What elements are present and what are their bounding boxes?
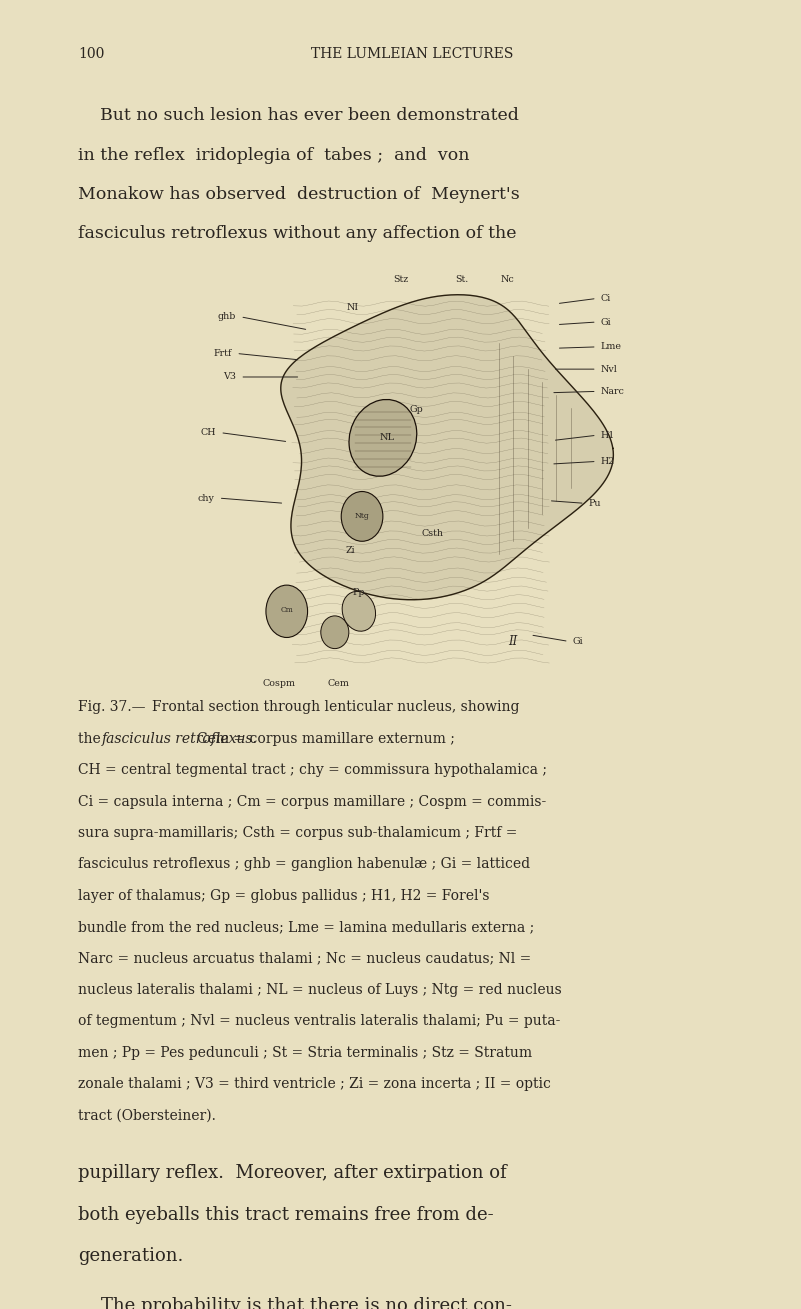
Text: H2: H2 [601, 457, 615, 466]
Text: THE LUMLEIAN LECTURES: THE LUMLEIAN LECTURES [311, 47, 513, 62]
Ellipse shape [266, 585, 308, 637]
Text: fasciculus retroflexus.: fasciculus retroflexus. [102, 732, 258, 746]
Ellipse shape [349, 399, 417, 476]
Text: CH: CH [201, 428, 216, 437]
Text: Zi: Zi [346, 546, 356, 555]
Text: layer of thalamus; Gp = globus pallidus ; H1, H2 = Forel's: layer of thalamus; Gp = globus pallidus … [78, 889, 489, 903]
Text: nucleus lateralis thalami ; NL = nucleus of Luys ; Ntg = red nucleus: nucleus lateralis thalami ; NL = nucleus… [78, 983, 562, 997]
Text: Lme: Lme [601, 343, 622, 351]
Text: pupillary reflex.  Moreover, after extirpation of: pupillary reflex. Moreover, after extirp… [78, 1164, 506, 1182]
Text: in the reflex  iridoplegia of  tabes ;  and  von: in the reflex iridoplegia of tabes ; and… [78, 147, 469, 164]
Text: Gi: Gi [601, 318, 611, 326]
Text: Cem = corpus mamillare externum ;: Cem = corpus mamillare externum ; [196, 732, 454, 746]
Text: chy: chy [198, 493, 215, 503]
Text: Pu: Pu [589, 499, 602, 508]
Text: the: the [78, 732, 105, 746]
Ellipse shape [320, 617, 348, 649]
Text: generation.: generation. [78, 1247, 183, 1266]
Text: NL: NL [380, 433, 394, 442]
Text: Narc = nucleus arcuatus thalami ; Nc = nucleus caudatus; Nl =: Narc = nucleus arcuatus thalami ; Nc = n… [78, 952, 531, 966]
Text: Csth: Csth [421, 529, 444, 538]
Text: Frontal section through lenticular nucleus, showing: Frontal section through lenticular nucle… [151, 700, 519, 715]
Text: Fig. 37.—: Fig. 37.— [78, 700, 146, 715]
Text: fasciculus retroflexus without any affection of the: fasciculus retroflexus without any affec… [78, 225, 517, 242]
Text: zonale thalami ; V3 = third ventricle ; Zi = zona incerta ; II = optic: zonale thalami ; V3 = third ventricle ; … [78, 1077, 551, 1092]
Text: Cospm: Cospm [262, 679, 296, 689]
Text: But no such lesion has ever been demonstrated: But no such lesion has ever been demonst… [78, 107, 519, 124]
Text: CH = central tegmental tract ; chy = commissura hypothalamica ;: CH = central tegmental tract ; chy = com… [78, 763, 547, 778]
Text: Gp: Gp [409, 404, 424, 414]
Text: V3: V3 [223, 373, 236, 381]
Text: H1: H1 [601, 431, 615, 440]
Text: Ci = capsula interna ; Cm = corpus mamillare ; Cospm = commis-: Ci = capsula interna ; Cm = corpus mamil… [78, 795, 546, 809]
Text: The probability is that there is no direct con-: The probability is that there is no dire… [78, 1297, 512, 1309]
Text: Stz: Stz [392, 275, 409, 284]
Ellipse shape [342, 592, 376, 631]
Ellipse shape [341, 492, 383, 542]
Text: both eyeballs this tract remains free from de-: both eyeballs this tract remains free fr… [78, 1206, 493, 1224]
Text: Nvl: Nvl [601, 365, 618, 373]
Text: sura supra-mamillaris; Csth = corpus sub-thalamicum ; Frtf =: sura supra-mamillaris; Csth = corpus sub… [78, 826, 517, 840]
Text: Ntg: Ntg [355, 512, 369, 521]
Text: II: II [508, 635, 517, 648]
Text: 100: 100 [78, 47, 104, 62]
Text: men ; Pp = Pes pedunculi ; St = Stria terminalis ; Stz = Stratum: men ; Pp = Pes pedunculi ; St = Stria te… [78, 1046, 532, 1060]
Text: St.: St. [455, 275, 469, 284]
Text: Cm: Cm [280, 606, 293, 614]
Text: ghb: ghb [218, 313, 236, 321]
Text: NI: NI [346, 304, 359, 312]
Text: tract (Obersteiner).: tract (Obersteiner). [78, 1109, 216, 1123]
Text: bundle from the red nucleus; Lme = lamina medullaris externa ;: bundle from the red nucleus; Lme = lamin… [78, 920, 534, 935]
Text: Frtf: Frtf [214, 350, 232, 357]
Text: Pp: Pp [352, 589, 365, 597]
Text: Cem: Cem [327, 679, 349, 689]
Text: of tegmentum ; Nvl = nucleus ventralis lateralis thalami; Pu = puta-: of tegmentum ; Nvl = nucleus ventralis l… [78, 1014, 561, 1029]
Polygon shape [281, 295, 614, 600]
Text: Monakow has observed  destruction of  Meynert's: Monakow has observed destruction of Meyn… [78, 186, 520, 203]
Text: Narc: Narc [601, 387, 625, 395]
Text: Ci: Ci [601, 295, 611, 302]
Text: fasciculus retroflexus ; ghb = ganglion habenulæ ; Gi = latticed: fasciculus retroflexus ; ghb = ganglion … [78, 857, 530, 872]
Text: Gi: Gi [573, 637, 583, 645]
Text: Nc: Nc [501, 275, 514, 284]
